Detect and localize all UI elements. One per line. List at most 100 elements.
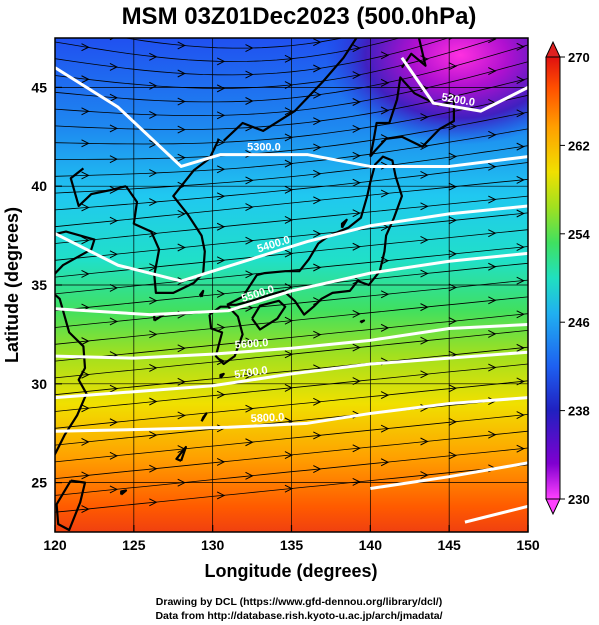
streamline-arrow: [352, 343, 361, 352]
streamline-arrow: [81, 203, 90, 212]
streamline-arrow: [81, 471, 90, 480]
streamline-arrow: [313, 143, 322, 152]
coastline: [369, 76, 455, 158]
streamline-arrow: [284, 350, 294, 359]
streamline-arrow: [245, 337, 254, 346]
streamline-arrow: [284, 133, 294, 142]
streamline-arrow: [380, 78, 390, 87]
coastline: [199, 289, 205, 298]
streamline-arrow: [177, 41, 186, 50]
streamline-arrow: [420, 370, 429, 379]
streamline-arrow: [216, 192, 226, 201]
height-contour: [400, 56, 528, 113]
streamline-arrow: [380, 424, 390, 433]
streamline-arrow: [81, 269, 90, 278]
streamline-arrow: [448, 152, 458, 161]
height-contour: [370, 461, 528, 491]
streamline-arrow: [380, 290, 390, 299]
streamline-arrow: [284, 185, 294, 194]
streamline-arrow: [313, 397, 322, 406]
streamline-arrow: [352, 444, 361, 453]
streamline-arrow: [313, 90, 322, 99]
streamline-arrow: [448, 182, 458, 191]
streamline-arrow: [149, 363, 158, 372]
streamline-arrow: [313, 431, 322, 440]
height-contour: [55, 350, 528, 400]
streamline-arrow: [352, 98, 361, 106]
streamline-arrow: [109, 418, 119, 427]
streamline-arrow: [284, 451, 294, 460]
streamline-arrow: [81, 107, 90, 116]
streamline-arrow: [284, 54, 294, 63]
streamline-arrow: [109, 124, 119, 133]
y-tick-label: 40: [31, 178, 47, 194]
streamline-arrow: [216, 323, 226, 332]
coastline: [125, 138, 220, 294]
x-tick-label: 150: [516, 537, 540, 553]
streamline-arrow: [420, 202, 429, 211]
coastline: [251, 299, 287, 331]
streamline-arrow: [284, 216, 294, 224]
contour-label: 5300.0: [247, 142, 281, 154]
streamline-arrow: [177, 344, 186, 353]
streamline-arrow: [488, 4, 495, 11]
streamline-arrow: [420, 437, 429, 446]
coastline: [222, 38, 358, 142]
streamline-arrow: [149, 397, 158, 406]
streamline-arrow: [352, 151, 361, 160]
height-contour: [55, 323, 528, 360]
streamline-arrow: [516, 276, 525, 285]
x-tick-label: 125: [122, 537, 146, 553]
x-tick-label: 130: [201, 537, 225, 553]
streamline-arrow: [488, 38, 497, 44]
x-tick-label: 120: [43, 537, 67, 553]
streamline-arrow: [420, 113, 429, 122]
contour-label: 5600.0: [234, 337, 268, 351]
contour-label: 5200.0: [441, 92, 476, 109]
coastline: [200, 412, 208, 422]
streamline-arrow: [245, 203, 254, 212]
coastline: [208, 305, 244, 366]
streamline-arrow: [216, 111, 226, 120]
coastlines: [55, 38, 455, 532]
plot-area: 5200.05300.05400.05500.05600.05700.05800…: [55, 4, 528, 532]
streamline-arrow: [517, 10, 524, 17]
colorbar-max-arrow: [545, 40, 561, 58]
y-axis-label: Latitude (degrees): [2, 207, 22, 363]
streamline-arrow: [284, 159, 294, 168]
credit-drawing: Drawing by DCL (https://www.gfd-dennou.o…: [156, 596, 442, 608]
colorbar-tick-label: 254: [568, 227, 590, 242]
streamline-arrow: [516, 243, 525, 252]
streamline-arrow: [149, 198, 158, 207]
y-axis-ticks: 25 30 35 40 45: [31, 79, 62, 491]
streamline-arrow: [216, 84, 226, 93]
streamline-arrow: [352, 44, 361, 53]
y-tick-label: 25: [31, 475, 47, 491]
streamline-arrow: [448, 384, 458, 393]
streamline-arrow: [516, 411, 525, 420]
streamline-arrow: [313, 229, 322, 238]
colorbar: 230 238 246 254 262 270: [545, 40, 590, 516]
streamline-arrow: [109, 93, 119, 102]
streamline-arrow: [109, 317, 119, 326]
y-tick-label: 35: [31, 277, 47, 293]
streamline-arrow: [448, 62, 458, 71]
streamline-arrow: [516, 42, 525, 51]
streamline-arrow: [516, 109, 525, 118]
coastline: [219, 372, 225, 379]
streamline-arrow: [380, 106, 390, 115]
streamline-arrow: [149, 498, 158, 507]
streamline-arrow: [109, 63, 119, 71]
streamline-arrow: [313, 263, 322, 272]
streamline-arrow: [245, 404, 254, 413]
streamline-arrow: [380, 323, 390, 332]
grid: [55, 38, 528, 532]
streamline-arrow: [109, 155, 119, 164]
streamline-arrow: [109, 185, 119, 194]
coastline: [69, 167, 127, 208]
streamline-arrow: [149, 110, 158, 119]
streamline-arrow: [448, 451, 458, 460]
coastline: [120, 489, 128, 496]
streamline-arrow: [177, 243, 186, 252]
